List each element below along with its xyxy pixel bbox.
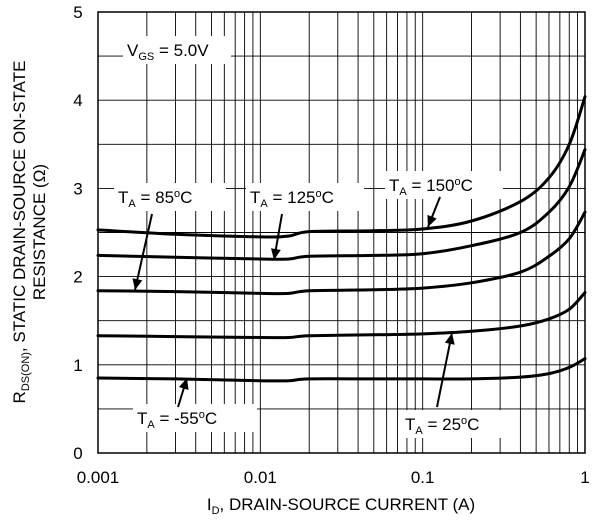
series-line: [96, 291, 587, 340]
x-tick-label: 0.01: [244, 468, 277, 487]
label-t85: TA = 85oC: [118, 188, 192, 210]
label-t150: TA = 150oC: [389, 176, 473, 198]
svg-text:RDS(ON), STATIC DRAIN-SOURCE O: RDS(ON), STATIC DRAIN-SOURCE ON-STATE: [10, 61, 32, 404]
y-tick-label: 1: [73, 356, 82, 375]
y-tick-label: 0: [73, 444, 82, 463]
x-axis-label: ID, DRAIN-SOURCE CURRENT (A): [207, 495, 475, 517]
y-tick-label: 3: [73, 179, 82, 198]
series-line: [96, 357, 587, 383]
label-t25: TA = 25oC: [405, 415, 479, 437]
y-axis-label-line2: RESISTANCE (Ω): [30, 164, 49, 300]
series-curves: [96, 95, 587, 383]
x-tick-label: 0.001: [77, 468, 120, 487]
label-t150-bg: [385, 171, 503, 199]
arrow-t150-head: [427, 214, 437, 227]
label-t25-bg: [401, 410, 507, 438]
grid: [98, 12, 585, 453]
vgs-label-bg: [123, 36, 231, 64]
vgs-label: VGS = 5.0V: [127, 41, 209, 63]
label-t125: TA = 125oC: [250, 188, 334, 210]
label-t85-bg: [114, 183, 226, 211]
y-tick-labels: 0 1 2 3 4 5: [73, 3, 82, 463]
x-tick-label: 1: [580, 468, 589, 487]
arrow-t85-line: [134, 213, 153, 291]
y-tick-label: 4: [73, 91, 82, 110]
arrow-t125-head: [271, 248, 281, 260]
arrow-t25-line: [436, 332, 453, 408]
series-line: [96, 210, 587, 296]
y-axis-label: RDS(ON), STATIC DRAIN-SOURCE ON-STATE RE…: [10, 61, 49, 404]
label-tneg55-bg: [133, 404, 257, 432]
arrow-tneg55-head: [179, 378, 189, 390]
y-tick-label: 2: [73, 268, 82, 287]
series-line: [96, 95, 587, 239]
label-t125-bg: [246, 183, 364, 211]
plot-frame: [97, 11, 586, 454]
x-tick-label: 0.1: [411, 468, 435, 487]
annotations: VGS = 5.0V TA = -55oC TA = 25oC TA = 85oC TA…: [114, 36, 507, 438]
arrow-t25-head: [444, 333, 455, 345]
series-line: [96, 148, 587, 261]
y-tick-label: 5: [73, 3, 82, 22]
arrow-t85-head: [132, 278, 143, 290]
x-tick-labels: 0.001 0.01 0.1 1: [77, 468, 590, 487]
label-tneg55: TA = -55oC: [137, 409, 217, 431]
